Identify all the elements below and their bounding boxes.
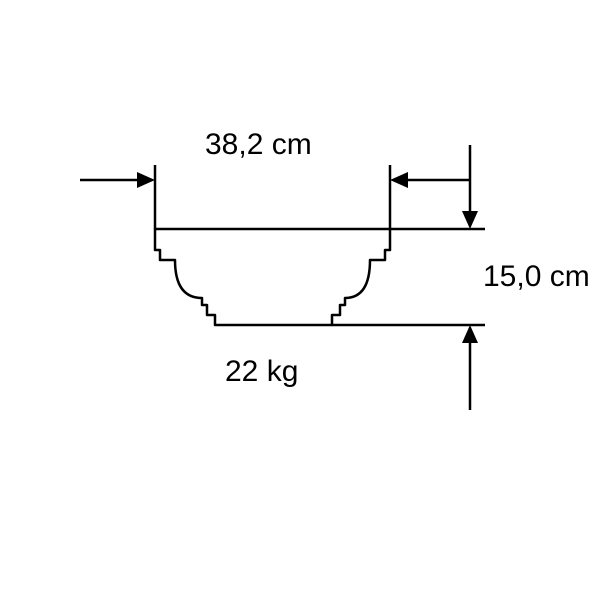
dimension-diagram — [0, 0, 613, 613]
width-dimension — [80, 165, 470, 229]
object-profile — [155, 229, 390, 325]
height-label: 15,0 cm — [483, 260, 590, 294]
height-dimension — [332, 145, 485, 410]
weight-label: 22 kg — [225, 355, 298, 389]
width-label: 38,2 cm — [205, 128, 312, 162]
